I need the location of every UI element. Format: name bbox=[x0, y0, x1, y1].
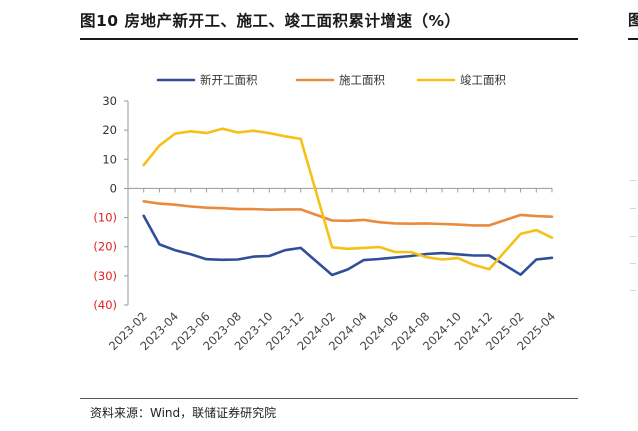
legend-label: 竣工面积 bbox=[460, 73, 506, 87]
title-rule bbox=[80, 38, 578, 40]
y-tick-label: (40) bbox=[93, 298, 117, 312]
adjacent-tick-mark bbox=[630, 290, 636, 291]
chart-series bbox=[142, 127, 554, 277]
y-tick-label: (30) bbox=[93, 269, 117, 283]
chart-title: 图10 房地产新开工、施工、竣工面积累计增速（%） bbox=[80, 12, 461, 30]
adjacent-figure-edge: 图 bbox=[628, 11, 638, 29]
y-tick-label: (20) bbox=[93, 240, 117, 254]
adjacent-tick-mark bbox=[630, 208, 636, 209]
chart-legend: 新开工面积 施工面积 竣工面积 bbox=[156, 73, 506, 87]
adjacent-tick-mark bbox=[630, 263, 636, 264]
y-tick-label: 0 bbox=[110, 181, 117, 195]
series-line-1 bbox=[142, 214, 554, 277]
legend-label: 施工面积 bbox=[339, 73, 385, 87]
adjacent-title-rule bbox=[628, 38, 638, 40]
y-tick-label: (10) bbox=[93, 211, 117, 225]
source-rule bbox=[80, 398, 578, 399]
y-tick-label: 30 bbox=[102, 94, 117, 108]
y-tick-label: 20 bbox=[102, 123, 117, 137]
legend-label: 新开工面积 bbox=[200, 73, 258, 87]
adjacent-tick-mark bbox=[630, 236, 636, 237]
series-line-2 bbox=[142, 200, 554, 227]
adjacent-tick-mark bbox=[630, 180, 636, 181]
source-note: 资料来源：Wind，联储证券研究院 bbox=[90, 406, 277, 420]
y-tick-label: 10 bbox=[102, 152, 117, 166]
series-line-3 bbox=[142, 127, 554, 271]
